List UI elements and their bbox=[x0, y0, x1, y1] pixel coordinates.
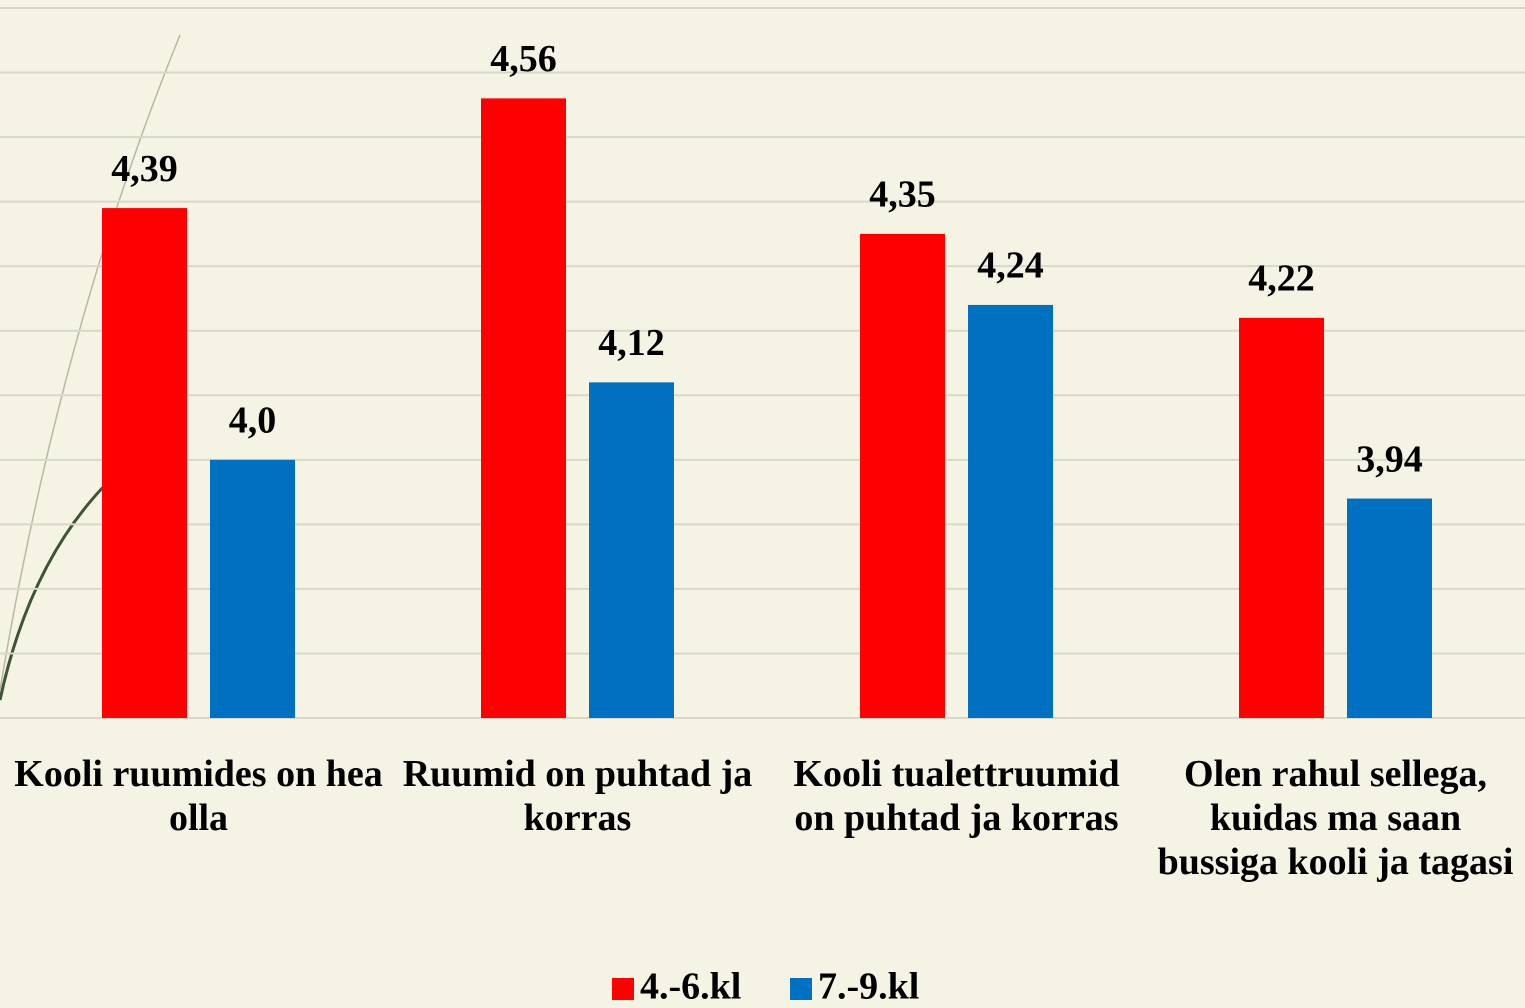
bar bbox=[589, 382, 674, 718]
x-tick-label: Kooli ruumides on hea olla bbox=[14, 753, 383, 839]
data-label: 4,39 bbox=[111, 148, 178, 190]
data-label: 4,12 bbox=[598, 322, 665, 364]
x-tick-label: Olen rahul sellega, kuidas ma saan bussi… bbox=[1157, 753, 1514, 883]
x-tick-label: Kooli tualettruumid on puhtad ja korras bbox=[793, 753, 1120, 839]
bar bbox=[210, 459, 295, 718]
data-label: 4,56 bbox=[490, 38, 557, 80]
decor-curve bbox=[0, 478, 112, 701]
x-tick-label: Ruumid on puhtad ja korras bbox=[402, 753, 753, 839]
legend-label: 7.-9.kl bbox=[818, 966, 919, 1008]
bar bbox=[102, 208, 187, 718]
bar bbox=[1239, 317, 1324, 718]
bar bbox=[860, 233, 945, 718]
bar bbox=[1347, 498, 1432, 718]
data-label: 3,94 bbox=[1356, 438, 1423, 480]
legend-label: 4.-6.kl bbox=[640, 966, 741, 1008]
legend-swatch bbox=[790, 978, 812, 1000]
data-label: 4,35 bbox=[869, 174, 936, 216]
bar bbox=[481, 98, 566, 718]
data-label: 4,24 bbox=[977, 245, 1044, 287]
data-label: 4,22 bbox=[1248, 258, 1315, 300]
legend-swatch bbox=[612, 978, 634, 1000]
data-label: 4,0 bbox=[229, 400, 277, 442]
bar bbox=[968, 304, 1053, 718]
